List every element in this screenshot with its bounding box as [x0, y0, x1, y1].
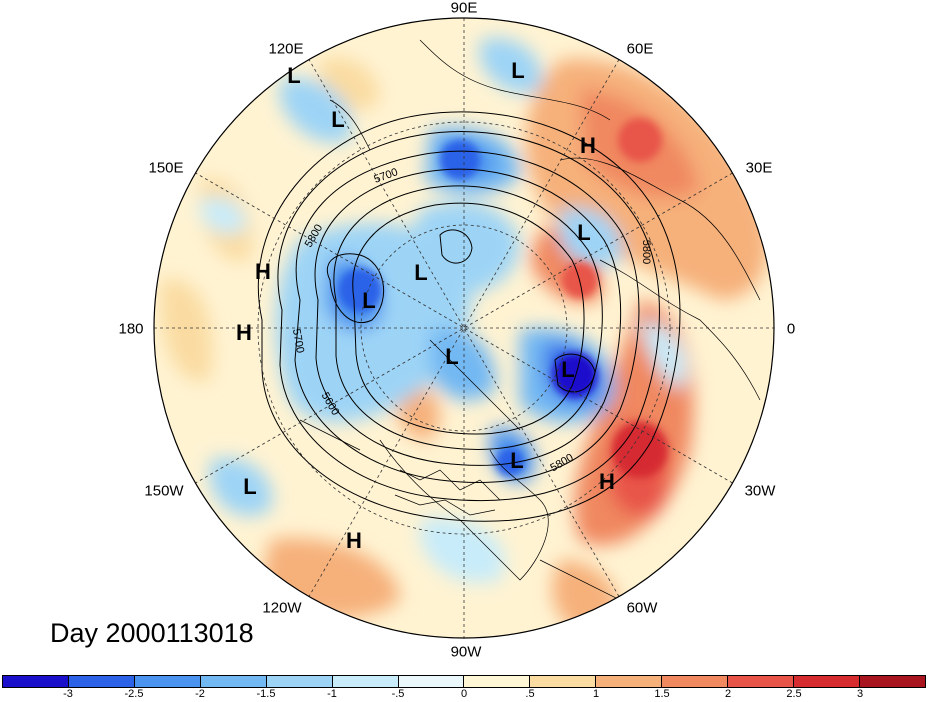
colorbar-swatch — [859, 676, 925, 687]
colorbar-tick-label: -3 — [63, 688, 73, 700]
colorbar-swatch — [68, 676, 135, 687]
high-center: H — [346, 528, 362, 553]
colorbar-tick-label: -1 — [327, 688, 337, 700]
low-center: L — [445, 344, 459, 369]
anomaly-shading — [154, 18, 774, 638]
low-center: L — [561, 357, 575, 382]
lon-label-180: 180 — [118, 320, 144, 338]
colorbar-tick-label: 2.5 — [786, 688, 802, 700]
lon-label-30e: 30E — [745, 159, 773, 177]
lon-label-120e: 120E — [268, 40, 304, 58]
lon-label-60w: 60W — [626, 599, 658, 617]
lon-label-120w: 120W — [262, 599, 302, 617]
colorbar-swatch — [3, 676, 69, 687]
colorbar-swatch — [134, 676, 201, 687]
colorbar-tick-label: 2 — [724, 688, 732, 700]
lon-label-90e: 90E — [450, 0, 478, 17]
colorbar-swatch — [464, 676, 531, 687]
colorbar-swatch — [530, 676, 597, 687]
low-center: L — [331, 107, 345, 132]
low-center: L — [362, 288, 376, 313]
lon-label-60e: 60E — [626, 40, 654, 58]
high-center: H — [255, 259, 271, 284]
high-center: H — [599, 469, 615, 494]
low-center: L — [243, 474, 257, 499]
low-center: L — [510, 448, 524, 473]
colorbar-tick-label: 1 — [592, 688, 600, 700]
colorbar-swatch — [794, 676, 860, 687]
colorbar-tick-label: -1.5 — [256, 688, 276, 700]
lon-label-0: 0 — [786, 320, 796, 338]
map-title: Day 2000113018 — [50, 618, 254, 648]
graticule — [154, 18, 774, 638]
colorbar-tick-label: 1.5 — [654, 688, 670, 700]
lon-label-90w: 90W — [450, 643, 482, 661]
colorbar-swatch — [398, 676, 465, 687]
colorbar-tick-label: 0 — [460, 688, 468, 700]
colorbar-swatch — [728, 676, 795, 687]
colorbar-swatch — [662, 676, 729, 687]
colorbar-swatch — [266, 676, 333, 687]
low-center: L — [287, 63, 301, 88]
lon-label-150w: 150W — [144, 482, 184, 500]
colorbar-tick-label: .5 — [525, 688, 535, 700]
colorbar — [2, 675, 926, 688]
contour-label: 5800 — [640, 239, 652, 265]
map-boundary — [153, 17, 775, 639]
colorbar-swatch — [596, 676, 663, 687]
colorbar-tick-label: -2.5 — [124, 688, 144, 700]
colorbar-tick-label: 3 — [856, 688, 864, 700]
lon-label-30w: 30W — [744, 482, 776, 500]
high-center: H — [580, 133, 596, 158]
geopotential-contours — [257, 111, 681, 522]
lon-label-150e: 150E — [148, 159, 184, 177]
colorbar-tick-label: -2 — [195, 688, 205, 700]
colorbar-tick-label: -.5 — [391, 688, 405, 700]
low-center: L — [511, 58, 525, 83]
colorbar-swatch — [332, 676, 399, 687]
high-center: H — [236, 320, 252, 345]
low-center: L — [414, 260, 428, 285]
colorbar-swatch — [200, 676, 267, 687]
low-center: L — [577, 220, 591, 245]
